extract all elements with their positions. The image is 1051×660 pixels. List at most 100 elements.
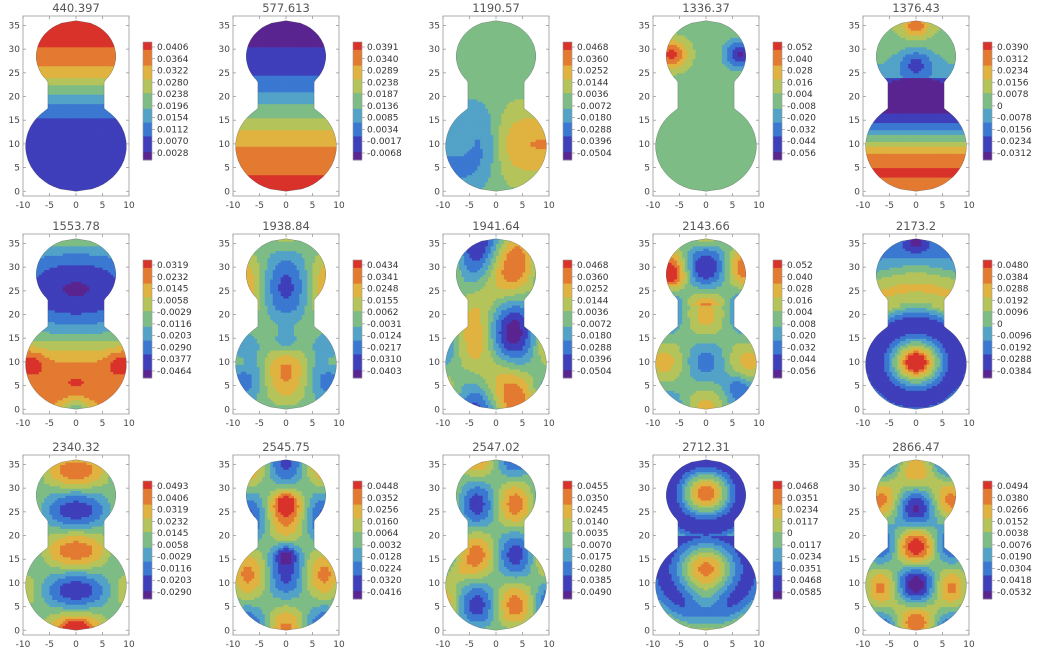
panel-title: 440.397 xyxy=(52,1,100,15)
x-tick-label: -5 xyxy=(465,201,474,211)
colorbar-tick-label: 0.040 xyxy=(787,273,813,283)
y-tick-label: 20 xyxy=(219,532,231,542)
body-outline xyxy=(865,20,967,192)
colorbar-tick-label: 0.0390 xyxy=(997,43,1029,53)
y-tick-label: 15 xyxy=(429,555,440,565)
y-tick-label: 30 xyxy=(9,263,21,273)
y-tick-label: 10 xyxy=(639,358,651,368)
x-tick-label: -10 xyxy=(646,201,661,211)
colorbar-tick-label: -0.0096 xyxy=(997,332,1032,342)
colorbar-tick-label: 0.0028 xyxy=(157,149,189,159)
colorbar-tick-label: 0.0248 xyxy=(367,285,399,295)
panel-title: 2545.75 xyxy=(262,440,310,454)
y-tick-label: 30 xyxy=(849,484,861,494)
colorbar-tick-label: 0.0145 xyxy=(157,285,189,295)
colorbar-tick-label: -0.0385 xyxy=(577,576,612,586)
x-tick-label: -10 xyxy=(436,201,451,211)
colorbar-tick-label: -0.0032 xyxy=(367,541,402,551)
colorbar-tick-label: -0.0224 xyxy=(367,564,402,574)
colorbar-tick-label: -0.0418 xyxy=(997,576,1032,586)
y-tick-label: 5 xyxy=(14,164,20,174)
colorbar-tick-label: -0.0072 xyxy=(577,320,612,330)
y-tick-label: 10 xyxy=(9,579,21,589)
y-tick-label: 35 xyxy=(9,21,20,31)
colorbar-tick-label: -0.0290 xyxy=(157,343,192,353)
colorbar: 0.0520.0400.0280.0160.004-0.008-0.020-0.… xyxy=(772,41,816,161)
colorbar-tick-label: -0.0384 xyxy=(997,367,1032,377)
y-tick-label: 5 xyxy=(644,382,650,392)
colorbar-tick-label: 0.0391 xyxy=(367,43,399,53)
colorbar-tick-label: -0.008 xyxy=(787,320,816,330)
colorbar-tick-label: -0.0070 xyxy=(577,541,612,551)
mode-panel: 1941.64 -10 -5 0 5 10 0 5 10 15 20 25 30 35 0.0468 0.03… xyxy=(429,219,612,429)
colorbar-tick-label: -0.0504 xyxy=(577,149,612,159)
y-tick-label: 30 xyxy=(9,45,21,55)
x-tick-label: 5 xyxy=(520,640,526,650)
colorbar-tick-label: 0.0234 xyxy=(787,506,819,516)
y-tick-label: 0 xyxy=(224,405,230,415)
y-tick-label: 25 xyxy=(429,508,440,518)
y-tick-label: 0 xyxy=(14,405,20,415)
y-tick-label: 5 xyxy=(224,603,230,613)
mode-panel: 1190.57 -10 -5 0 5 10 0 5 10 15 20 25 30 35 0.0468 0.03… xyxy=(429,1,612,211)
colorbar-tick-label: 0.0480 xyxy=(997,261,1029,271)
colorbar: 0.04800.03840.02880.01920.00960-0.0096-0… xyxy=(982,259,1032,379)
colorbar-tick-label: 0.0322 xyxy=(157,67,189,77)
x-tick-label: 10 xyxy=(333,640,345,650)
panel-title: 2340.32 xyxy=(52,440,100,454)
y-tick-label: 5 xyxy=(224,164,230,174)
colorbar-tick-label: 0.0252 xyxy=(577,285,609,295)
y-tick-label: 15 xyxy=(9,116,20,126)
colorbar-tick-label: 0.0288 xyxy=(997,285,1029,295)
colorbar-tick-label: 0.0280 xyxy=(157,78,189,88)
y-tick-label: 20 xyxy=(639,532,651,542)
colorbar-tick-label: -0.0310 xyxy=(367,355,402,365)
x-tick-label: 10 xyxy=(123,201,135,211)
mode-panel: 440.397 -10 -5 0 5 10 0 5 10 15 20 25 30 35 0.0406 0.03… xyxy=(9,1,189,211)
colorbar-tick-label: 0.0062 xyxy=(367,308,399,318)
y-tick-label: 5 xyxy=(644,164,650,174)
x-tick-label: -10 xyxy=(646,640,661,650)
colorbar-tick-label: -0.044 xyxy=(787,355,816,365)
y-tick-label: 20 xyxy=(9,311,21,321)
colorbar-tick-label: 0.0192 xyxy=(997,296,1029,306)
colorbar-tick-label: 0.0140 xyxy=(577,517,609,527)
colorbar-tick-label: 0.0238 xyxy=(367,78,399,88)
colorbar-tick-label: -0.0175 xyxy=(577,553,612,563)
x-tick-label: -5 xyxy=(675,640,684,650)
y-tick-label: 5 xyxy=(854,603,860,613)
x-tick-label: 10 xyxy=(753,419,765,429)
y-tick-label: 35 xyxy=(849,239,860,249)
colorbar-tick-label: 0.0112 xyxy=(157,125,189,135)
colorbar-tick-label: 0.0085 xyxy=(367,114,399,124)
x-tick-label: 0 xyxy=(73,640,79,650)
body-outline xyxy=(655,238,757,410)
colorbar-tick-label: 0.016 xyxy=(787,296,813,306)
x-tick-label: -5 xyxy=(255,201,264,211)
mode-panel: 1376.43 -10 -5 0 5 10 0 5 10 15 20 25 30 35 0.0390 0.03… xyxy=(849,1,1032,211)
colorbar-tick-label: -0.0029 xyxy=(157,553,192,563)
y-tick-label: 5 xyxy=(434,603,440,613)
x-tick-label: 5 xyxy=(730,640,736,650)
colorbar-tick-label: 0.028 xyxy=(787,67,813,77)
y-tick-label: 15 xyxy=(639,555,650,565)
y-tick-label: 15 xyxy=(219,555,230,565)
colorbar-tick-label: 0.0360 xyxy=(577,273,609,283)
colorbar-tick-label: -0.0468 xyxy=(787,576,822,586)
y-tick-label: 30 xyxy=(219,484,231,494)
y-tick-label: 20 xyxy=(219,311,231,321)
x-tick-label: 0 xyxy=(913,640,919,650)
x-tick-label: 10 xyxy=(333,201,345,211)
y-tick-label: 0 xyxy=(434,187,440,197)
colorbar-tick-label: -0.0017 xyxy=(367,137,402,147)
x-tick-label: -5 xyxy=(255,640,264,650)
y-tick-label: 20 xyxy=(9,93,21,103)
y-tick-label: 15 xyxy=(9,555,20,565)
y-tick-label: 25 xyxy=(429,287,440,297)
x-tick-label: 0 xyxy=(283,201,289,211)
colorbar-tick-label: -0.0288 xyxy=(577,343,612,353)
y-tick-label: 10 xyxy=(429,358,441,368)
